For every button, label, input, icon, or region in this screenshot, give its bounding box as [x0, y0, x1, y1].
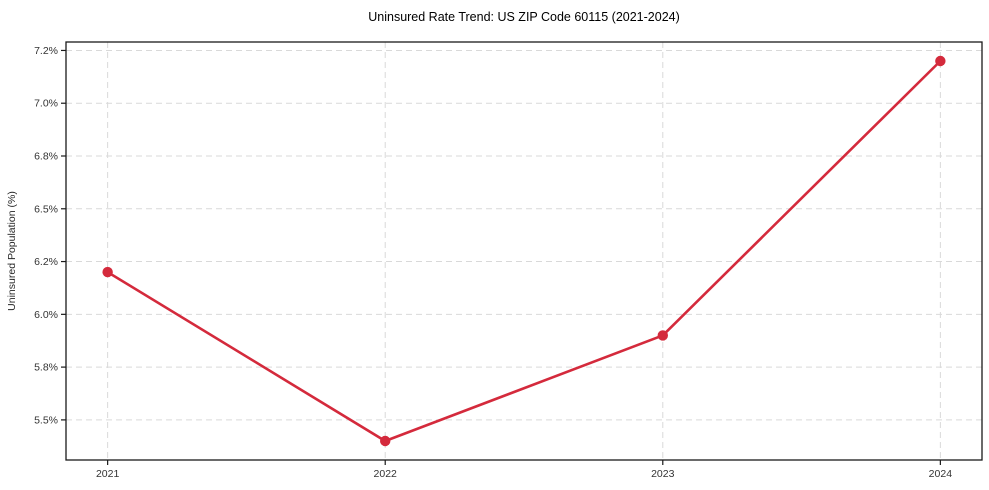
x-tick-label: 2023 — [651, 468, 675, 480]
y-tick-label: 6.2% — [34, 256, 58, 268]
series-layer — [102, 55, 946, 447]
y-axis-label: Uninsured Population (%) — [6, 191, 18, 311]
x-tick-label: 2021 — [96, 468, 120, 480]
y-tick-label: 5.8% — [34, 362, 58, 374]
y-tick-label: 7.0% — [34, 98, 58, 110]
y-tick-label: 6.5% — [34, 203, 58, 215]
chart-title: Uninsured Rate Trend: US ZIP Code 60115 … — [368, 10, 680, 24]
data-point-2021 — [102, 266, 113, 278]
plot-border — [65, 41, 983, 461]
series-line-uninsured-rate — [106, 59, 942, 443]
y-tick-label: 7.2% — [34, 45, 58, 57]
data-point-2024 — [935, 55, 946, 67]
data-point-2023 — [657, 330, 668, 341]
y-tick-label: 6.8% — [34, 151, 58, 163]
grid-layer — [66, 42, 982, 460]
x-tick-label: 2024 — [929, 468, 953, 480]
axis-layer: 5.5% 5.8% 6.0% 6.2% 6.5% 6.8% 7.0% 7.2% 2021 2022… — [34, 41, 983, 480]
y-tick-label: 6.0% — [34, 309, 58, 321]
data-point-2022 — [380, 435, 391, 447]
x-tick-label: 2022 — [374, 468, 398, 480]
y-tick-label: 5.5% — [34, 414, 58, 426]
